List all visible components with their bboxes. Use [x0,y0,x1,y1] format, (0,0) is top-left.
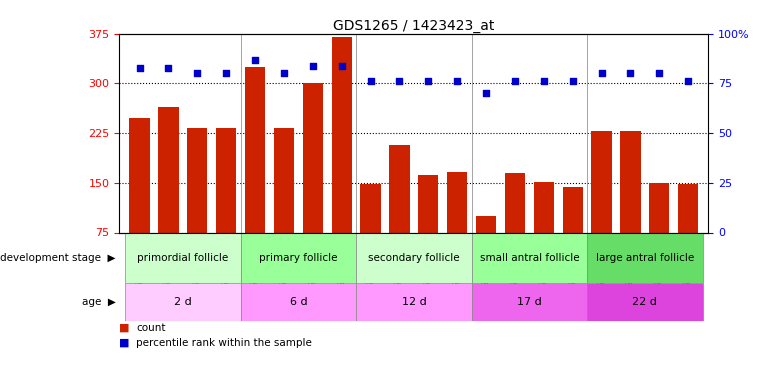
Point [162,64,175,70]
Bar [621,131,641,232]
Bar [356,232,471,283]
Text: primordial follicle: primordial follicle [137,253,229,263]
Point [278,70,290,76]
Point [191,70,203,76]
Point [653,70,665,76]
Point [393,78,406,84]
Bar [129,118,149,232]
Point [306,63,319,69]
Bar [505,173,525,232]
Point [624,70,637,76]
Point [595,70,608,76]
Text: age  ▶: age ▶ [82,297,116,307]
Bar [125,232,240,283]
Bar [471,283,587,321]
Bar [303,84,323,232]
Point [422,78,434,84]
Text: large antral follicle: large antral follicle [596,253,694,263]
Bar [159,106,179,232]
Point [451,78,464,84]
Text: 22 d: 22 d [632,297,658,307]
Bar [332,37,352,232]
Bar [216,129,236,232]
Bar [447,171,467,232]
Bar [274,129,294,232]
Text: primary follicle: primary follicle [259,253,337,263]
Point [537,78,550,84]
Bar [587,232,702,283]
Bar [245,67,265,232]
Bar [125,283,240,321]
Text: 2 d: 2 d [174,297,192,307]
Bar [187,129,207,232]
Text: ■: ■ [119,323,130,333]
Bar [678,184,698,232]
Bar [418,175,438,232]
Point [480,90,492,96]
Text: 12 d: 12 d [401,297,427,307]
Point [682,78,695,84]
Bar [471,232,587,283]
Text: secondary follicle: secondary follicle [368,253,460,263]
Bar [240,232,356,283]
Point [364,78,377,84]
Text: development stage  ▶: development stage ▶ [0,253,116,263]
Point [336,63,348,69]
Text: ■: ■ [119,338,130,348]
Bar [534,182,554,232]
Point [133,64,146,70]
Point [249,57,261,63]
Bar [360,184,380,232]
Text: small antral follicle: small antral follicle [480,253,579,263]
Text: 17 d: 17 d [517,297,542,307]
Bar [356,283,471,321]
Title: GDS1265 / 1423423_at: GDS1265 / 1423423_at [333,19,494,33]
Bar [390,145,410,232]
Point [567,78,579,84]
Text: count: count [136,323,166,333]
Bar [649,183,669,232]
Point [509,78,521,84]
Text: percentile rank within the sample: percentile rank within the sample [136,338,312,348]
Point [220,70,233,76]
Bar [587,283,702,321]
Bar [240,283,356,321]
Bar [476,216,496,232]
Bar [591,131,611,232]
Text: 6 d: 6 d [290,297,307,307]
Bar [563,188,583,232]
